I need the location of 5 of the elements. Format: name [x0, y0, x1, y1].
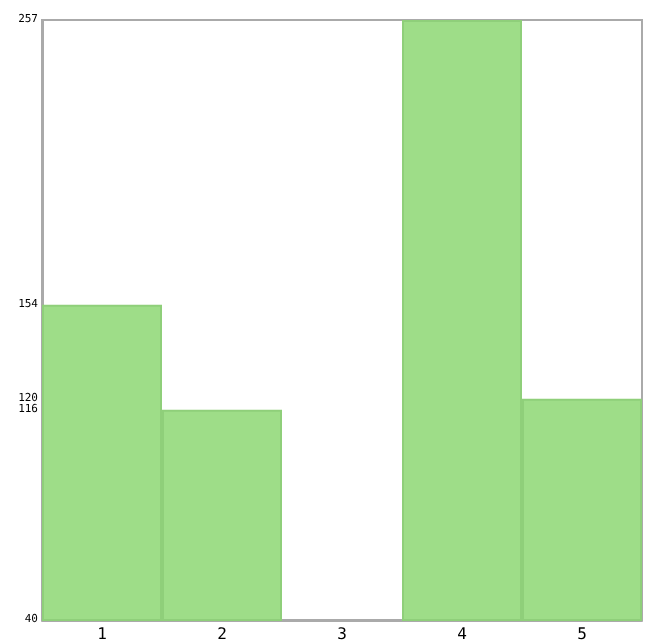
x-tick-label: 2: [217, 625, 228, 642]
x-tick-label: 4: [457, 625, 468, 642]
x-tick-label: 1: [97, 625, 108, 642]
x-tick-label: 5: [577, 625, 588, 642]
x-tick-label: 3: [337, 625, 348, 642]
